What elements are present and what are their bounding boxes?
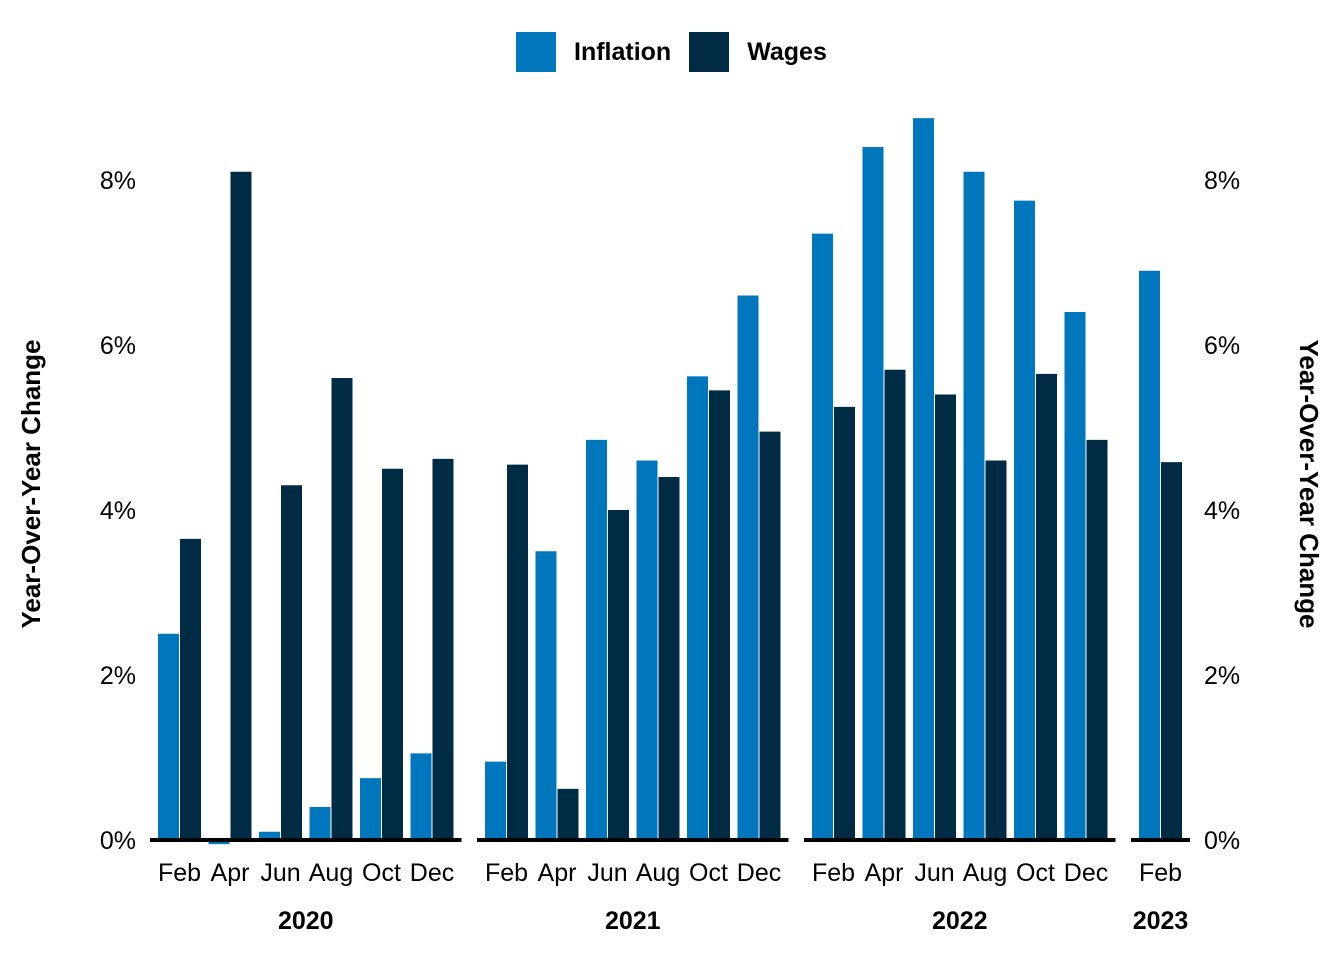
bar-inflation-2021-jun <box>586 439 607 840</box>
bar-wages-2020-dec <box>432 458 454 840</box>
legend-swatch-wages <box>689 32 730 72</box>
bar-inflation-2021-dec <box>737 295 759 840</box>
legend-item-inflation: Inflation <box>516 32 671 72</box>
x-tick-label: Oct <box>362 859 401 887</box>
bar-wages-2023-feb <box>1161 462 1182 840</box>
bar-inflation-2020-feb <box>158 633 179 840</box>
x-tick-label: Oct <box>689 859 728 887</box>
bar-inflation-2023-feb <box>1139 270 1160 840</box>
x-tick-label: Jun <box>914 859 954 887</box>
bar-inflation-2022-jun <box>913 118 934 840</box>
y-tick-left: 2% <box>100 662 136 690</box>
year-label-2022: 2022 <box>932 907 988 935</box>
y-axis-left: 0% 2% 4% 6% 8% <box>100 167 136 855</box>
bar-wages-2022-oct <box>1036 373 1057 840</box>
x-tick-label: Aug <box>309 859 353 887</box>
x-tick-label: Dec <box>737 859 781 887</box>
x-tick-label: Dec <box>1064 859 1108 887</box>
bar-wages-2020-feb <box>180 538 201 840</box>
y-axis-right: 0% 2% 4% 6% 8% <box>1204 167 1240 855</box>
x-tick-label: Feb <box>485 859 528 887</box>
x-tick-label: Jun <box>587 859 627 887</box>
bar-inflation-2022-oct <box>1014 200 1035 840</box>
legend-swatch-inflation <box>516 32 556 72</box>
bar-wages-2022-apr <box>884 369 906 840</box>
x-tick-label: Apr <box>865 859 904 887</box>
bar-wages-2020-jun <box>281 485 302 840</box>
x-axis: Feb Apr Jun Aug Oct Dec 2020 Feb Apr Jun Aug Oct Dec… <box>158 859 1188 935</box>
legend-item-wages: Wages <box>689 32 827 72</box>
bar-inflation-2021-aug <box>636 460 658 840</box>
bar-inflation-2021-feb <box>485 761 506 840</box>
x-tick-label: Apr <box>211 859 250 887</box>
bar-wages-2022-aug <box>985 460 1007 840</box>
bar-inflation-2020-apr <box>208 840 230 845</box>
y-tick-left: 8% <box>100 167 136 195</box>
y-tick-right: 8% <box>1204 167 1240 195</box>
bar-inflation-2022-aug <box>963 171 985 840</box>
y-tick-right: 4% <box>1204 497 1240 525</box>
x-tick-label: Jun <box>260 859 300 887</box>
x-tick-label: Feb <box>1139 859 1182 887</box>
year-label-2021: 2021 <box>605 907 661 935</box>
bar-inflation-2020-oct <box>360 778 381 840</box>
bar-wages-2021-dec <box>759 431 781 840</box>
y-tick-right: 0% <box>1204 827 1240 855</box>
bar-wages-2021-jun <box>608 510 629 840</box>
x-tick-label: Dec <box>410 859 454 887</box>
bar-wages-2021-apr <box>557 788 579 840</box>
year-label-2020: 2020 <box>278 907 334 935</box>
legend-label-inflation: Inflation <box>574 37 672 66</box>
x-tick-label: Oct <box>1016 859 1055 887</box>
y-axis-title-left: Year-Over-Year Change <box>16 339 46 628</box>
bar-wages-2022-jun <box>935 394 956 840</box>
bar-wages-2020-oct <box>382 468 403 840</box>
y-tick-left: 0% <box>100 827 136 855</box>
bar-wages-2021-feb <box>507 464 528 840</box>
bar-inflation-2022-feb <box>812 233 833 840</box>
bar-wages-2022-dec <box>1086 439 1108 840</box>
bar-inflation-2022-dec <box>1064 312 1086 840</box>
y-tick-left: 4% <box>100 497 136 525</box>
bar-wages-2020-aug <box>331 378 353 840</box>
bar-wages-2020-apr <box>230 171 252 840</box>
bar-wages-2021-oct <box>709 390 730 840</box>
x-tick-label: Aug <box>636 859 680 887</box>
bar-inflation-2020-jun <box>259 831 280 840</box>
bar-inflation-2022-apr <box>862 147 884 840</box>
bar-inflation-2020-aug <box>309 807 331 840</box>
bar-inflation-2021-apr <box>535 551 557 840</box>
bar-inflation-2021-oct <box>687 376 708 840</box>
y-axis-title-right: Year-Over-Year Change <box>1294 339 1324 628</box>
x-tick-label: Aug <box>963 859 1007 887</box>
y-tick-right: 2% <box>1204 662 1240 690</box>
x-tick-label: Apr <box>538 859 577 887</box>
bar-wages-2021-aug <box>658 477 680 840</box>
y-tick-right: 6% <box>1204 332 1240 360</box>
x-tick-label: Feb <box>812 859 855 887</box>
year-label-2023: 2023 <box>1133 907 1189 935</box>
bars <box>158 118 1182 845</box>
x-tick-label: Feb <box>158 859 201 887</box>
bar-inflation-2020-dec <box>410 753 432 840</box>
y-tick-left: 6% <box>100 332 136 360</box>
legend: Inflation Wages <box>516 32 845 72</box>
bar-wages-2022-feb <box>834 406 855 840</box>
legend-label-wages: Wages <box>747 37 827 66</box>
